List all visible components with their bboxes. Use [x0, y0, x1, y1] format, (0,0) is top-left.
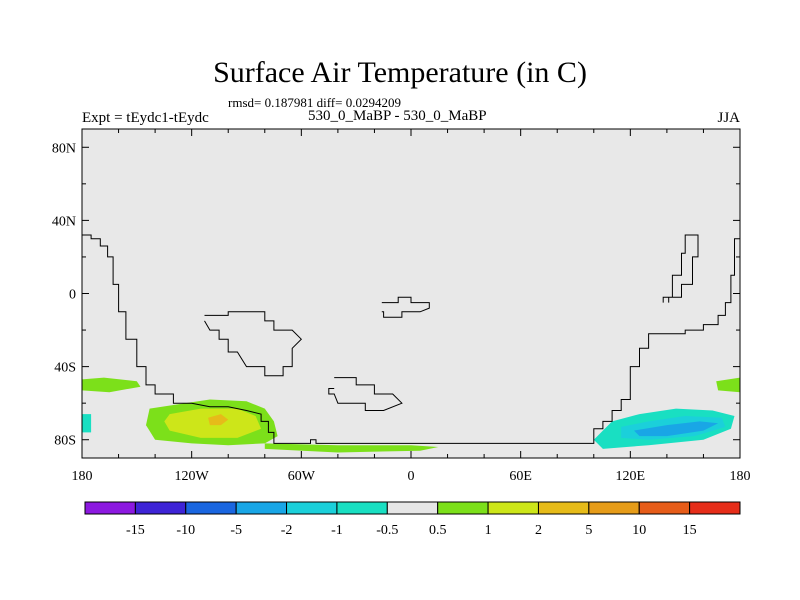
colorbar-swatch: [537, 501, 590, 515]
coastline-central-island-1: [204, 311, 303, 377]
colorbar-label: -1: [331, 523, 343, 538]
colorbar-swatch: [235, 501, 288, 515]
colorbar-label: 2: [535, 523, 542, 538]
colorbar-swatch: [437, 501, 489, 515]
stats-label: rmsd= 0.187981 diff= 0.0294209: [228, 95, 401, 110]
colorbar-label: -5: [230, 523, 242, 538]
colorbar-swatch: [185, 501, 237, 515]
x-tick-label: 120E: [616, 469, 646, 484]
chart-title: Surface Air Temperature (in C): [213, 56, 587, 89]
anomaly-region-east-edge-warm: [716, 377, 740, 393]
colorbar-label: -10: [176, 523, 195, 538]
colorbar-label: -0.5: [376, 523, 398, 538]
colorbar-label: 1: [485, 523, 492, 538]
coastline-central-island-3: [328, 377, 403, 411]
colorbar-label: -15: [126, 523, 145, 538]
colorbar-swatch: [84, 501, 136, 515]
colorbar-swatch: [134, 501, 187, 515]
x-tick-label: 120W: [175, 469, 210, 484]
y-tick-label: 80S: [54, 434, 76, 449]
coastline-east-island-coast: [662, 234, 699, 303]
anomaly-region-south-pacific-core: [208, 414, 229, 426]
x-tick-label: 180: [730, 469, 751, 484]
x-tick-label: 0: [408, 469, 415, 484]
colorbar-label: 10: [632, 523, 646, 538]
y-tick-label: 0: [69, 288, 76, 303]
anomaly-region-west-edge-cool: [82, 414, 92, 433]
y-tick-label: 80N: [52, 141, 76, 156]
colorbar-swatch: [286, 501, 338, 515]
colorbar-swatch: [487, 501, 539, 515]
anomaly-region-west-edge-warm: [82, 377, 141, 393]
x-tick-label: 180: [72, 469, 93, 484]
colorbar-swatch: [638, 501, 691, 515]
anomaly-region-antarctic-coast-warm: [264, 443, 439, 453]
y-tick-label: 40S: [54, 361, 76, 376]
x-tick-label: 60W: [288, 469, 316, 484]
y-tick-label: 40N: [52, 214, 76, 229]
colorbar-label: 5: [585, 523, 592, 538]
colorbar-label: 15: [683, 523, 697, 538]
season-label: JJA: [717, 110, 740, 126]
colorbar-swatch: [588, 501, 640, 515]
case-label: 530_0_MaBP - 530_0_MaBP: [308, 108, 487, 124]
colorbar-swatch: [336, 501, 388, 515]
colorbar-label: -2: [281, 523, 293, 538]
x-tick-label: 60E: [509, 469, 532, 484]
coastline-west-continent-coast: [82, 234, 740, 444]
colorbar-swatch: [386, 501, 439, 515]
coastline-central-island-2: [381, 296, 430, 318]
experiment-label: Expt = tEydc1-tEydc: [82, 110, 209, 126]
anomaly-region-indian-ocean-coldest: [634, 421, 719, 437]
colorbar-label: 0.5: [429, 523, 447, 538]
colorbar-swatch: [689, 501, 741, 515]
